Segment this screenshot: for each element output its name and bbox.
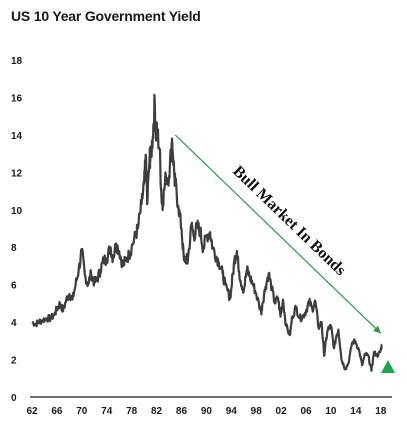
y-tick-label: 14 — [11, 131, 23, 142]
up-triangle-icon — [381, 360, 395, 373]
x-tick-label: 10 — [325, 406, 337, 417]
x-tick-label: 90 — [201, 406, 213, 417]
x-tick-label: 74 — [101, 406, 113, 417]
y-tick-label: 16 — [11, 93, 23, 104]
yield-series-line — [31, 93, 383, 372]
x-tick-label: 02 — [276, 406, 288, 417]
x-tick-label: 14 — [350, 406, 362, 417]
y-tick-label: 12 — [11, 168, 23, 179]
chart-title: US 10 Year Government Yield — [11, 8, 201, 24]
x-tick-label: 98 — [251, 406, 263, 417]
y-tick-label: 8 — [11, 243, 17, 254]
x-tick-label: 82 — [151, 406, 163, 417]
y-tick-label: 0 — [11, 393, 17, 404]
x-tick-label: 06 — [300, 406, 312, 417]
x-tick-label: 70 — [76, 406, 88, 417]
x-tick-label: 18 — [375, 406, 387, 417]
annotation-arrow — [174, 134, 382, 334]
y-tick-label: 10 — [11, 206, 23, 217]
y-tick-label: 6 — [11, 281, 17, 292]
x-tick-label: 86 — [176, 406, 188, 417]
y-tick-label: 4 — [11, 318, 17, 329]
annotation-label: Bull Market In Bonds — [229, 163, 349, 279]
x-tick-label: 78 — [126, 406, 138, 417]
y-axis-ticks: 0 2 4 6 8 10 12 14 16 18 — [11, 56, 23, 404]
y-tick-label: 18 — [11, 56, 23, 67]
x-tick-label: 94 — [226, 406, 238, 417]
series-group — [31, 93, 383, 372]
x-tick-label: 66 — [51, 406, 63, 417]
x-axis-ticks: 62 66 70 74 78 82 86 90 94 98 02 06 10 14 18 — [26, 406, 386, 417]
y-tick-label: 2 — [11, 356, 17, 367]
x-tick-label: 62 — [26, 406, 38, 417]
